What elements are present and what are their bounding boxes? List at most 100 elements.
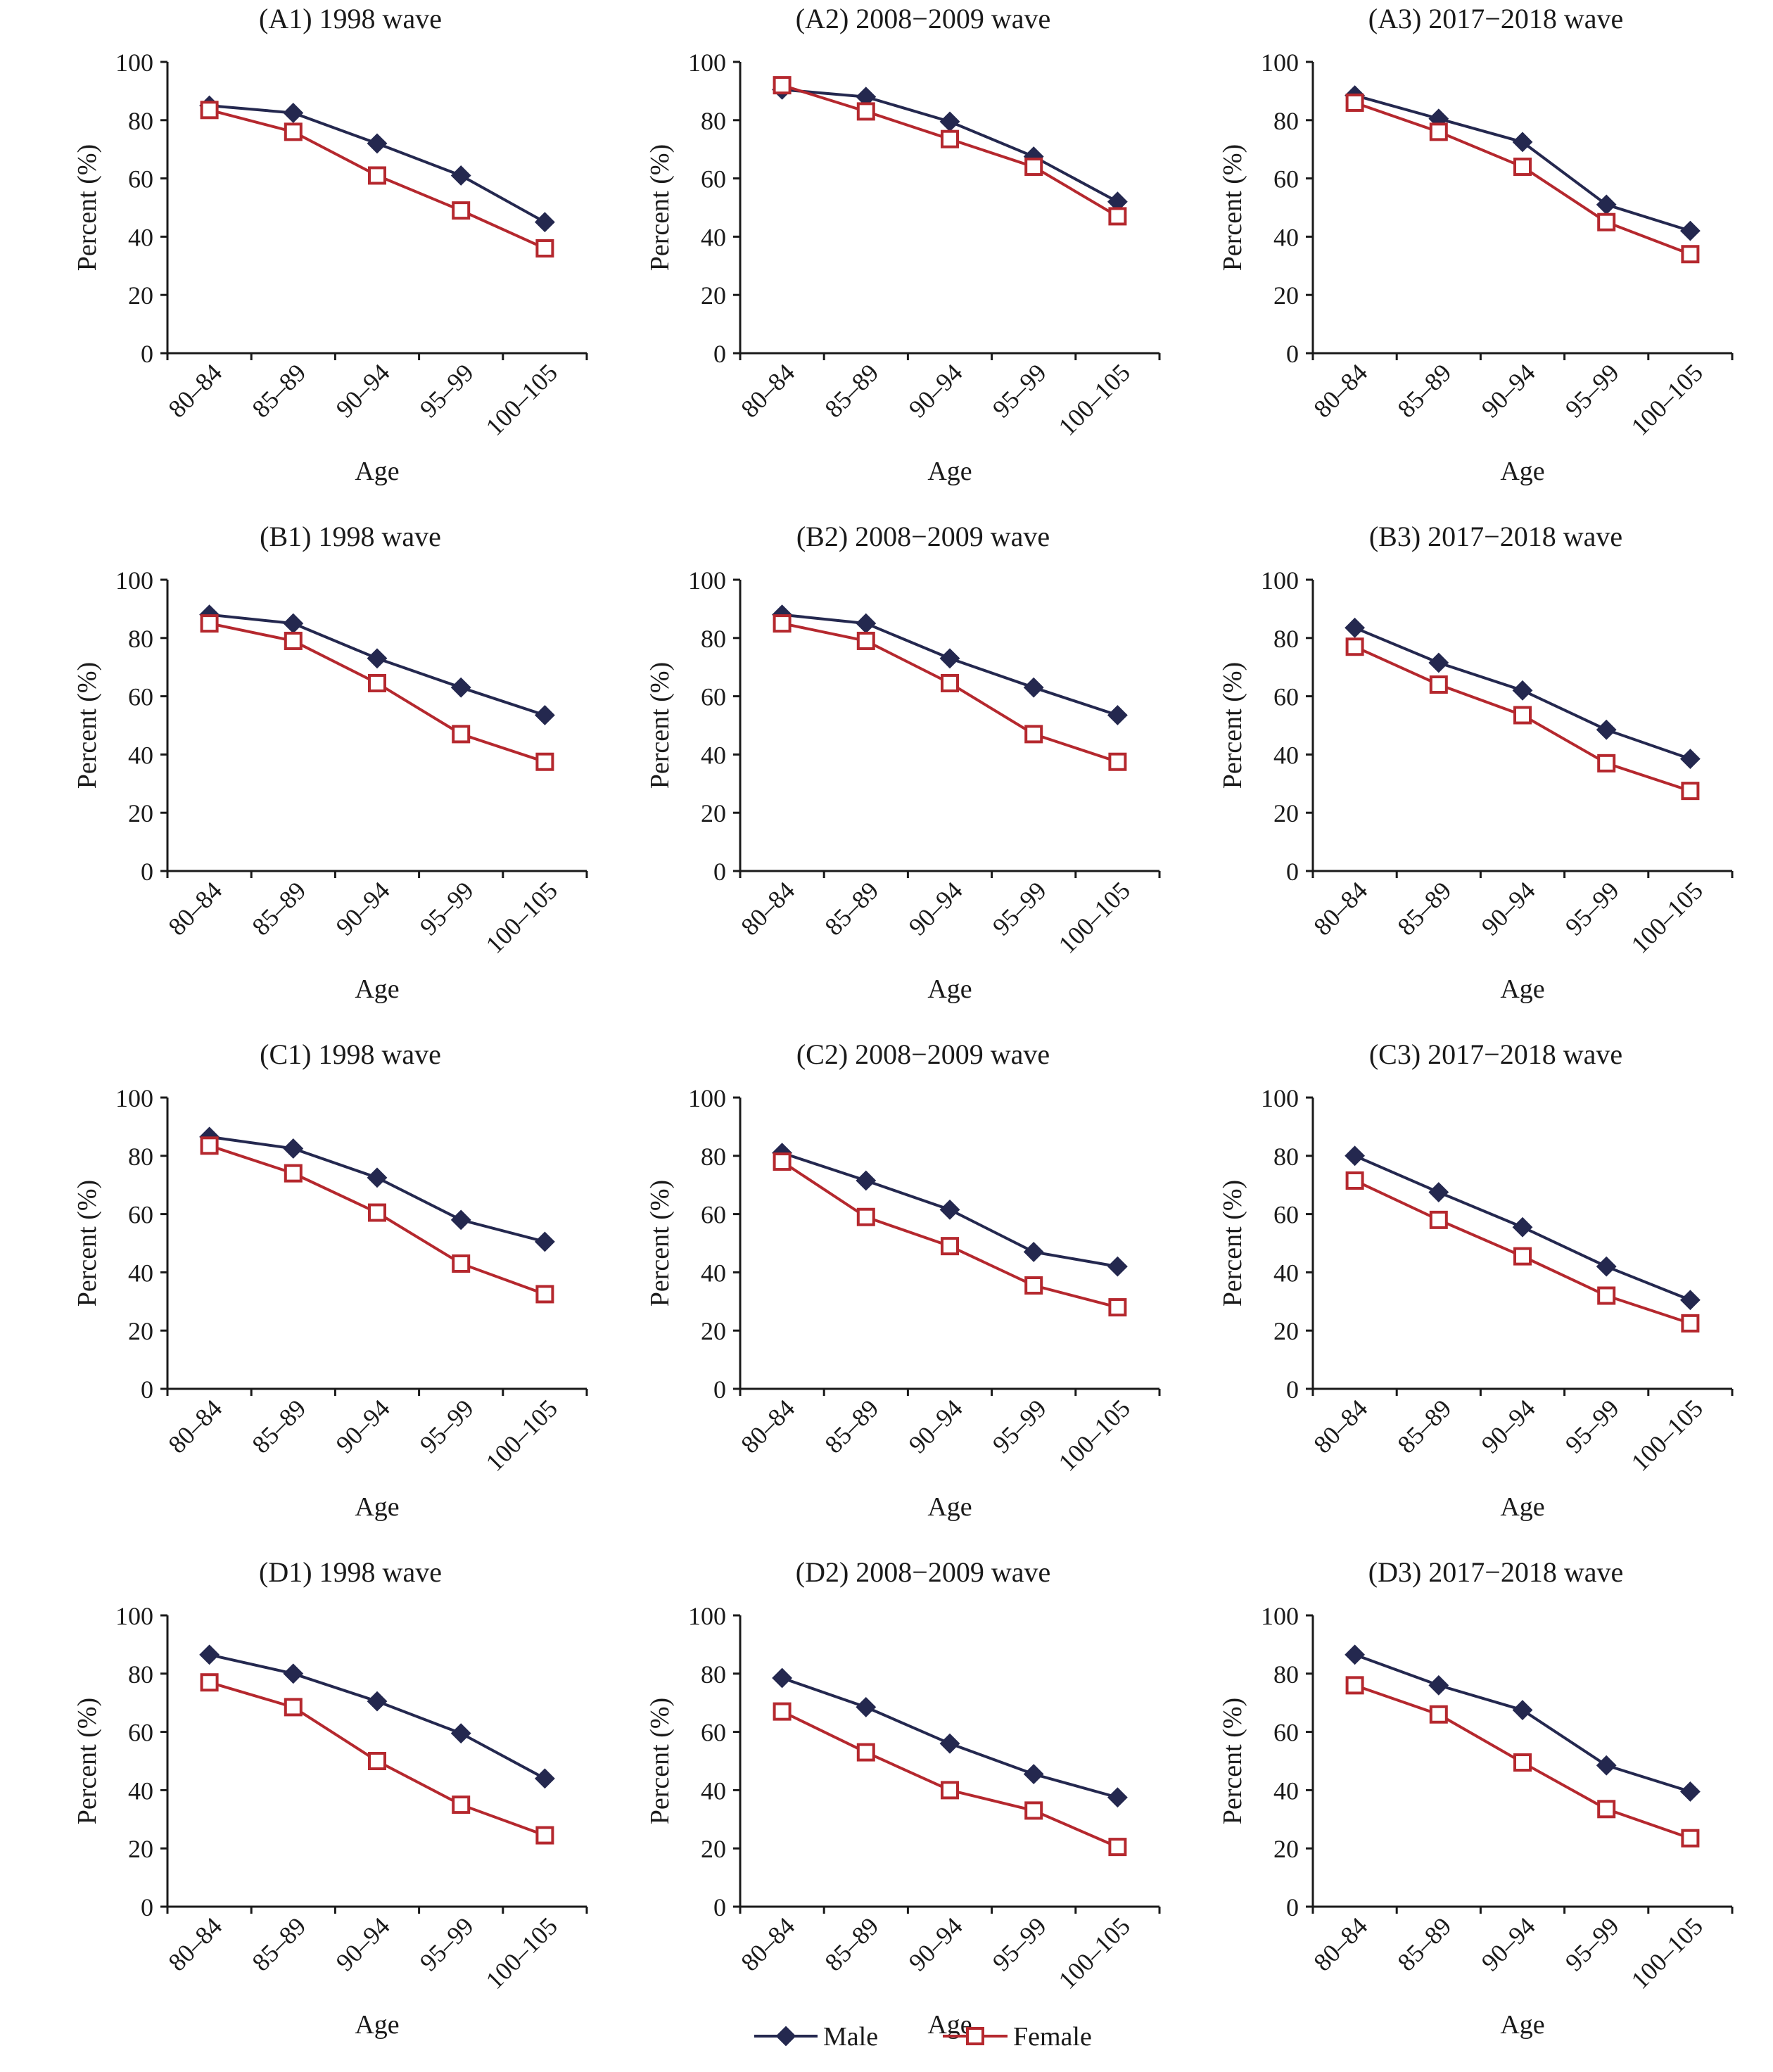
y-tick-label: 100 [688,1084,726,1112]
female-point [1597,1800,1616,1819]
y-tick-label: 80 [701,1143,726,1171]
y-tick-label: 40 [701,1777,726,1805]
female-point [1108,1838,1127,1857]
female-point [1513,1753,1532,1772]
female-line [782,84,1119,218]
y-tick-label: 20 [701,1317,726,1345]
y-tick-label: 60 [128,1201,153,1229]
x-axis-label: Age [927,974,972,1004]
legend-female-marker [966,2027,984,2045]
female-line [782,622,1119,763]
male-point [1023,1764,1044,1785]
panel-b2: (B2) 2008−2009 wave 0 20 40 60 80 100 80–84 85–8… [645,521,1161,1004]
y-tick-label: 20 [701,799,726,827]
male-point [367,1167,388,1188]
x-tick-label: 80–84 [1308,358,1373,423]
female-point [856,631,875,650]
y-tick-label: 80 [701,107,726,135]
y-tick-label: 100 [115,566,153,595]
y-tick-label: 60 [701,165,726,193]
male-point [939,111,960,132]
x-tick-label: 95–99 [1560,876,1625,941]
female-point [1345,637,1364,656]
y-tick-label: 20 [128,1835,153,1863]
male-point [1512,680,1533,701]
y-tick-label: 100 [688,49,726,77]
male-point [939,648,960,669]
female-point [1024,1276,1043,1295]
y-tick-label: 80 [1273,1660,1299,1689]
x-tick-label: 85–89 [820,1912,884,1976]
panel-d2: (D2) 2008−2009 wave 0 20 40 60 80 100 80–84 85–8… [645,1556,1161,2040]
x-tick-label: 95–99 [1560,358,1625,423]
x-tick-label: 95–99 [987,1912,1052,1976]
legend: Male Female [754,2022,1092,2052]
y-axis-label: Percent (%) [72,1698,102,1824]
female-point [1513,1247,1532,1266]
female-point [1024,725,1043,744]
y-tick-label: 0 [141,1893,153,1921]
y-tick-label: 80 [701,625,726,653]
male-point [367,648,388,669]
female-point [535,752,554,771]
x-tick-label: 90–94 [1476,358,1541,423]
x-tick-label: 100–105 [1053,358,1136,440]
y-tick-label: 40 [1273,1259,1299,1287]
female-point [773,614,792,633]
panel-a2: (A2) 2008−2009 wave 0 20 40 60 80 100 80–84 85–8… [645,3,1161,486]
panel-d3: (D3) 2017−2018 wave 0 20 40 60 80 100 80–84 85–8… [1218,1556,1734,2040]
panel-title: (B2) 2008−2009 wave [796,521,1050,552]
female-point [200,101,219,120]
x-tick-label: 80–84 [1308,1912,1373,1976]
y-tick-label: 100 [1261,566,1299,595]
y-tick-label: 0 [141,340,153,368]
y-tick-label: 100 [1261,1602,1299,1630]
x-tick-label: 95–99 [987,358,1052,423]
y-tick-label: 20 [701,281,726,310]
male-point [1679,1781,1701,1802]
panel-title: (C3) 2017−2018 wave [1369,1038,1622,1070]
female-point [941,673,959,692]
female-point [452,1795,471,1814]
y-tick-label: 60 [1273,683,1299,711]
y-tick-label: 80 [1273,107,1299,135]
legend-male-label: Male [823,2022,878,2052]
x-axis-label: Age [1500,2010,1544,2040]
x-tick-label: 95–99 [987,876,1052,941]
y-axis-label: Percent (%) [72,662,102,789]
y-axis-label: Percent (%) [1218,144,1247,271]
y-tick-label: 40 [701,741,726,769]
male-point [1428,652,1449,673]
y-tick-label: 100 [115,1602,153,1630]
female-point [773,1152,792,1171]
x-tick-label: 80–84 [735,358,800,423]
y-tick-label: 0 [713,1375,726,1404]
x-tick-label: 90–94 [1476,876,1541,941]
male-point [1345,1644,1366,1665]
x-tick-label: 95–99 [1560,1912,1625,1976]
male-point [534,705,555,725]
x-tick-label: 90–94 [331,358,395,423]
x-tick-label: 95–99 [414,876,479,941]
male-point [1679,220,1701,241]
y-tick-label: 0 [1286,1375,1299,1404]
x-tick-label: 90–94 [331,1394,395,1458]
y-tick-label: 20 [128,281,153,310]
male-point [1596,1755,1617,1776]
female-point [368,1203,386,1222]
y-tick-label: 100 [1261,1084,1299,1112]
x-tick-label: 100–105 [1053,1394,1136,1476]
y-tick-label: 60 [701,683,726,711]
female-point [1681,245,1700,264]
y-tick-label: 0 [713,1893,726,1921]
female-point [1429,1210,1448,1229]
female-point [368,166,386,185]
male-point [450,1723,471,1744]
y-tick-label: 20 [128,1317,153,1345]
y-tick-label: 20 [1273,1317,1299,1345]
x-axis-label: Age [355,457,399,486]
female-point [1345,1171,1364,1190]
x-tick-label: 90–94 [903,358,968,423]
female-point [535,1285,554,1304]
x-tick-label: 85–89 [1392,358,1457,423]
